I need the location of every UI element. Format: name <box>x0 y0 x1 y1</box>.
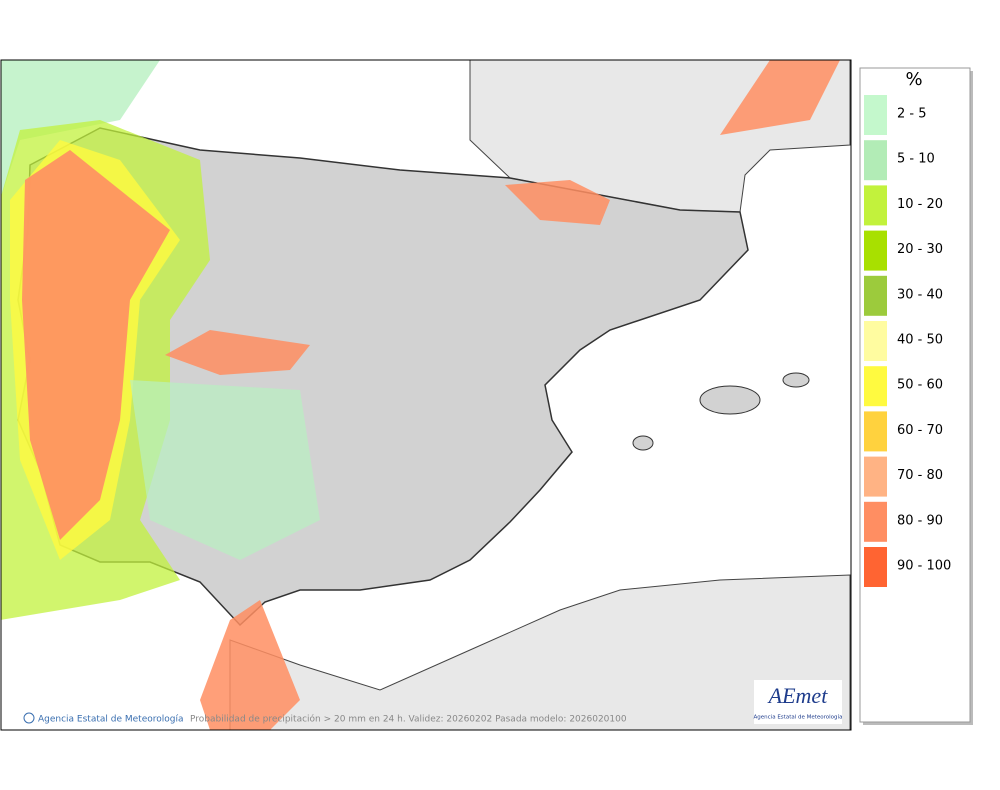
legend-label: 60 - 70 <box>897 423 943 438</box>
caption: Probabilidad de precipitación > 20 mm en… <box>190 714 627 725</box>
copyright-icon <box>23 712 35 724</box>
ibiza <box>632 435 654 451</box>
precip-area <box>1 60 160 197</box>
legend-label: 30 - 40 <box>897 287 943 302</box>
logo-box <box>754 680 842 724</box>
legend-label: 2 - 5 <box>897 107 927 122</box>
legend-label: 90 - 100 <box>897 559 951 574</box>
legend-swatch <box>864 366 887 407</box>
legend-title: % <box>905 69 922 90</box>
legend-label: 50 - 60 <box>897 378 943 393</box>
precip-area <box>22 150 170 540</box>
credit: Agencia Estatal de Meteorología <box>38 715 184 725</box>
legend-swatch <box>864 95 887 135</box>
legend-label: 70 - 80 <box>897 468 943 483</box>
logo: AEmet <box>767 683 829 708</box>
legend-label: 40 - 50 <box>897 333 943 348</box>
map-frame <box>0 59 852 731</box>
legend-swatch <box>864 321 887 361</box>
precip-area <box>200 600 300 730</box>
precip-area <box>165 330 310 375</box>
legend-swatch <box>864 501 887 542</box>
legend-swatch <box>864 185 887 226</box>
legend-swatch <box>864 547 887 587</box>
legend-swatch <box>864 230 887 271</box>
legend-label: 10 - 20 <box>897 197 943 212</box>
legend-swatch <box>864 411 887 452</box>
precip-area <box>505 180 610 225</box>
legend-label: 80 - 90 <box>897 513 943 528</box>
legend-items: 2 - 5 5 - 10 10 - 20 20 - 30 30 - 40 40 - 50 5… <box>864 95 951 587</box>
legend-swatch <box>864 456 887 497</box>
mallorca <box>699 385 761 415</box>
map <box>1 60 851 730</box>
legend-swatch <box>864 140 887 181</box>
menorca <box>782 372 810 388</box>
africa <box>229 574 851 730</box>
legend-label: 5 - 10 <box>897 152 935 167</box>
legend-label: 20 - 30 <box>897 242 943 257</box>
precip-area <box>130 380 320 560</box>
logo-subtitle: Agencia Estatal de Meteorología <box>754 714 843 721</box>
precip-area <box>720 60 840 135</box>
legend-swatch <box>864 275 887 316</box>
